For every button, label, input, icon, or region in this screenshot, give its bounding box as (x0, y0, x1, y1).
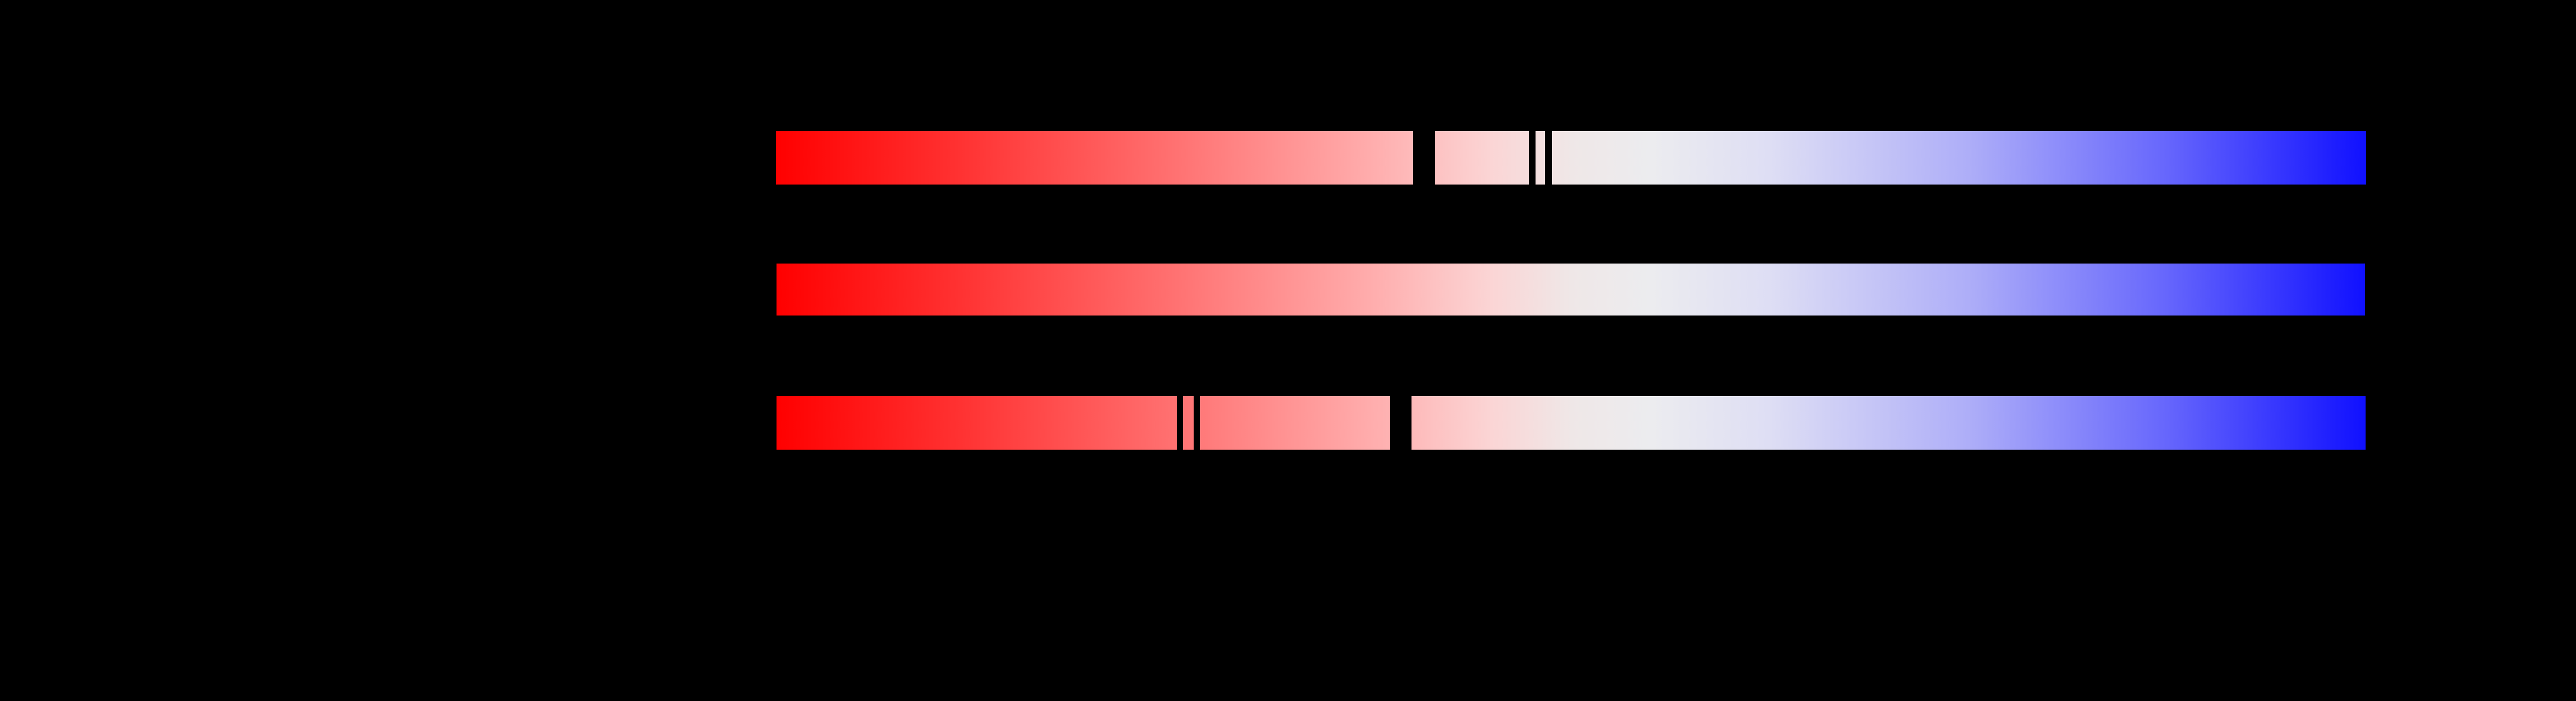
colorbar-top[interactable] (776, 131, 2366, 185)
colorbar-bottom-segment (1183, 396, 1194, 450)
colorbar-bottom-segment (777, 396, 1177, 450)
colorbar-middle-segment (777, 264, 2365, 316)
colorbar-top-segment (776, 131, 1413, 185)
colorbar-middle[interactable] (777, 264, 2365, 316)
colorbar-bottom-segment (1200, 396, 1390, 450)
colorbar-bottom[interactable] (777, 396, 2366, 450)
colorbar-top-segment (1552, 131, 2366, 185)
colorbar-bottom-segment (1411, 396, 2366, 450)
colorbar-top-segment (1435, 131, 1529, 185)
colorbar-top-segment (1536, 131, 1545, 185)
